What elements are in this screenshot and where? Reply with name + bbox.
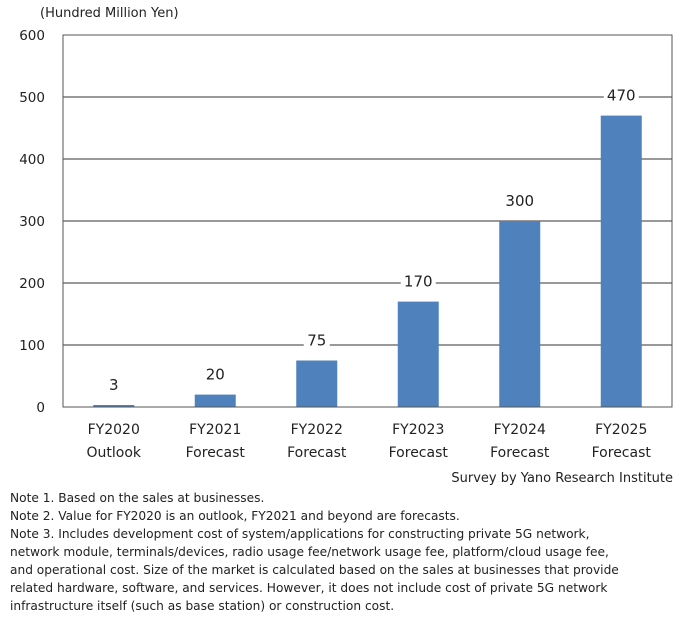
bar: [499, 221, 541, 407]
notes-block: Note 1. Based on the sales at businesses…: [10, 489, 680, 615]
note-line-7: infrastructure itself (such as base stat…: [10, 599, 395, 613]
source-credit: Survey by Yano Research Institute: [451, 471, 673, 486]
bar: [194, 394, 236, 407]
gridlines: [63, 96, 672, 346]
data-label-bg: [502, 192, 538, 210]
x-tick-label: FY2024: [494, 422, 546, 438]
x-tick-label: Outlook: [86, 445, 141, 461]
note-line-2: Note 2. Value for FY2020 is an outlook, …: [10, 509, 460, 523]
y-tick-label: 200: [19, 276, 45, 292]
data-label: 470: [607, 87, 636, 105]
bars: [93, 115, 642, 407]
note-line-5: and operational cost. Size of the market…: [10, 563, 619, 577]
bar: [93, 405, 135, 407]
x-tick-label: Forecast: [287, 445, 347, 461]
x-tick-label: FY2020: [88, 422, 140, 438]
y-axis-ticks: 0 100 200 300 400 500 600: [19, 28, 45, 416]
y-tick-label: 300: [19, 214, 45, 230]
data-label: 300: [505, 192, 534, 210]
data-label-bg: [303, 331, 330, 350]
data-label: 20: [206, 366, 225, 384]
data-label: 170: [404, 273, 433, 291]
x-tick-label: Forecast: [389, 445, 449, 461]
note-line-6: related hardware, software, and services…: [10, 581, 608, 595]
data-labels: 3 20 75 170 300 470: [105, 86, 639, 395]
bar: [600, 115, 642, 407]
x-tick-label: FY2023: [392, 422, 444, 438]
y-axis-unit-label: (Hundred Million Yen): [40, 6, 179, 21]
x-tick-label: Forecast: [186, 445, 246, 461]
x-tick-label: Forecast: [490, 445, 550, 461]
data-label: 3: [109, 376, 119, 394]
data-label-bg: [603, 86, 639, 105]
note-line-1: Note 1. Based on the sales at businesses…: [10, 491, 265, 505]
bar: [296, 360, 338, 407]
plot-area-frame: [62, 34, 673, 408]
data-label-bg: [400, 272, 436, 291]
data-label-bg: [202, 365, 229, 384]
x-tick-label: FY2022: [291, 422, 343, 438]
x-tick-label: Forecast: [592, 445, 652, 461]
data-label: 75: [307, 332, 326, 350]
y-tick-label: 100: [19, 338, 45, 354]
y-tick-label: 400: [19, 152, 45, 168]
x-tick-label: FY2021: [189, 422, 241, 438]
x-tick-label: FY2025: [595, 422, 647, 438]
bar-chart: 0 100 200 300 400 500 600 3 20 75 170 300 470 FY202…: [19, 28, 673, 461]
note-line-3: Note 3. Includes development cost of sys…: [10, 527, 590, 541]
y-tick-label: 0: [36, 400, 45, 416]
x-axis-ticks: FY2020 Outlook FY2021 Forecast FY2022 Forecas…: [86, 422, 651, 461]
data-label-bg: [105, 376, 123, 395]
y-tick-label: 500: [19, 90, 45, 106]
bar: [397, 301, 439, 407]
note-line-4: network module, terminals/devices, radio…: [10, 545, 609, 559]
y-tick-label: 600: [19, 28, 45, 44]
